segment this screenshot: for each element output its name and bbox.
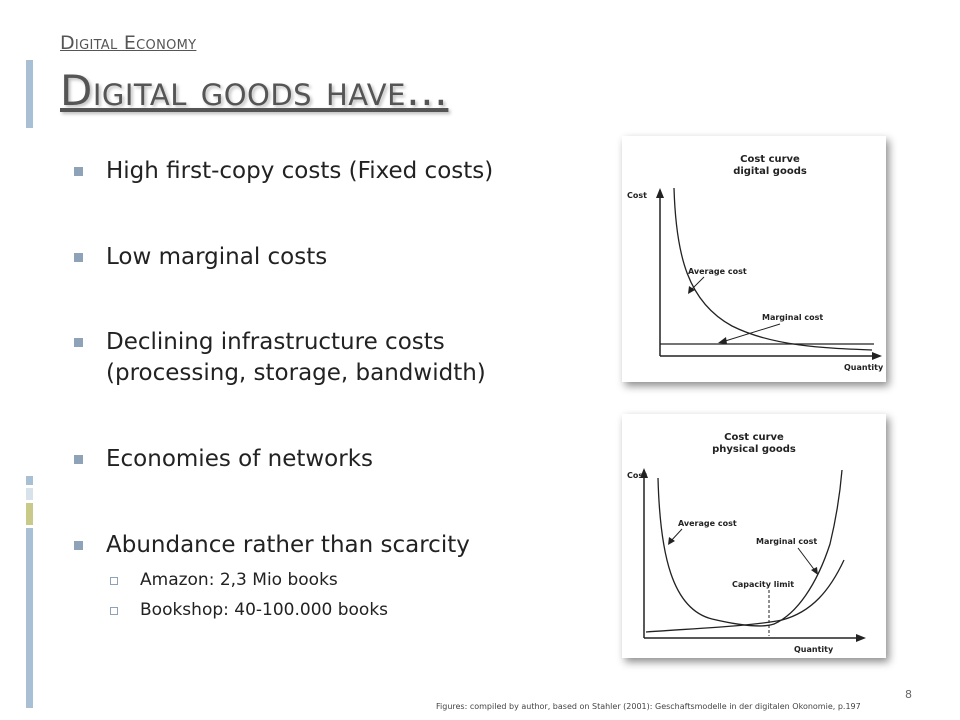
average-cost-label: Average cost xyxy=(678,519,737,528)
pointer-arrow-icon xyxy=(668,537,675,545)
bullet-item: Abundance rather than scarcity Amazon: 2… xyxy=(72,530,592,625)
bullet-item: Declining infrastructure costs (processi… xyxy=(72,327,592,389)
y-axis-label: Cost xyxy=(627,191,647,200)
bullet-list: High first-copy costs (Fixed costs) Low … xyxy=(72,156,592,625)
marginal-cost-pointer xyxy=(797,547,817,573)
accent-tick-blue xyxy=(26,476,33,485)
x-axis-label: Quantity xyxy=(844,363,884,372)
page-number: 8 xyxy=(905,688,912,701)
accent-tick-olive xyxy=(26,503,33,525)
x-axis-arrow-icon xyxy=(856,634,866,642)
slide-title: Digital goods have… xyxy=(60,66,449,115)
sub-bullet-list: Amazon: 2,3 Mio books Bookshop: 40-100.0… xyxy=(106,565,592,625)
capacity-limit-label: Capacity limit xyxy=(732,580,794,589)
bullet-item: High first-copy costs (Fixed costs) xyxy=(72,156,592,187)
accent-tick-light xyxy=(26,488,33,500)
figure-digital-cost-curve: Cost curve digital goods Cost Quantity A… xyxy=(622,136,886,382)
sub-bullet-item: Amazon: 2,3 Mio books xyxy=(106,565,592,595)
sub-bullet-item: Bookshop: 40-100.000 books xyxy=(106,595,592,625)
bullet-item: Economies of networks xyxy=(72,444,592,475)
y-axis-label: Cost xyxy=(627,471,647,480)
accent-bar-bottom xyxy=(26,528,33,708)
figure-title-line2: digital goods xyxy=(733,166,807,177)
x-axis-label: Quantity xyxy=(794,645,834,654)
accent-bar-top xyxy=(26,60,33,128)
average-cost-label: Average cost xyxy=(688,267,747,276)
pointer-arrow-icon xyxy=(688,286,695,294)
y-axis-arrow-icon xyxy=(656,188,664,198)
figure-title-line1: Cost curve xyxy=(724,432,784,443)
figure-title-line2: physical goods xyxy=(712,444,796,455)
bullet-item-text: Abundance rather than scarcity xyxy=(106,532,470,558)
figure-title-line1: Cost curve xyxy=(740,154,800,165)
section-kicker: Digital Economy xyxy=(60,32,197,54)
marginal-cost-curve xyxy=(645,559,845,633)
marginal-cost-label: Marginal cost xyxy=(762,313,823,322)
marginal-cost-label: Marginal cost xyxy=(756,537,817,546)
average-cost-curve xyxy=(657,469,843,627)
figure-physical-cost-curve: Cost curve physical goods Cost Quantity … xyxy=(622,414,886,658)
average-cost-curve xyxy=(673,187,873,351)
bullet-item: Low marginal costs xyxy=(72,242,592,273)
pointer-arrow-icon xyxy=(718,337,727,344)
y-axis-arrow-icon xyxy=(640,468,648,478)
pointer-arrow-icon xyxy=(811,567,818,575)
figure-source-note: Figures: compiled by author, based on St… xyxy=(436,702,861,711)
marginal-cost-pointer xyxy=(721,323,781,343)
x-axis-arrow-icon xyxy=(872,352,882,360)
